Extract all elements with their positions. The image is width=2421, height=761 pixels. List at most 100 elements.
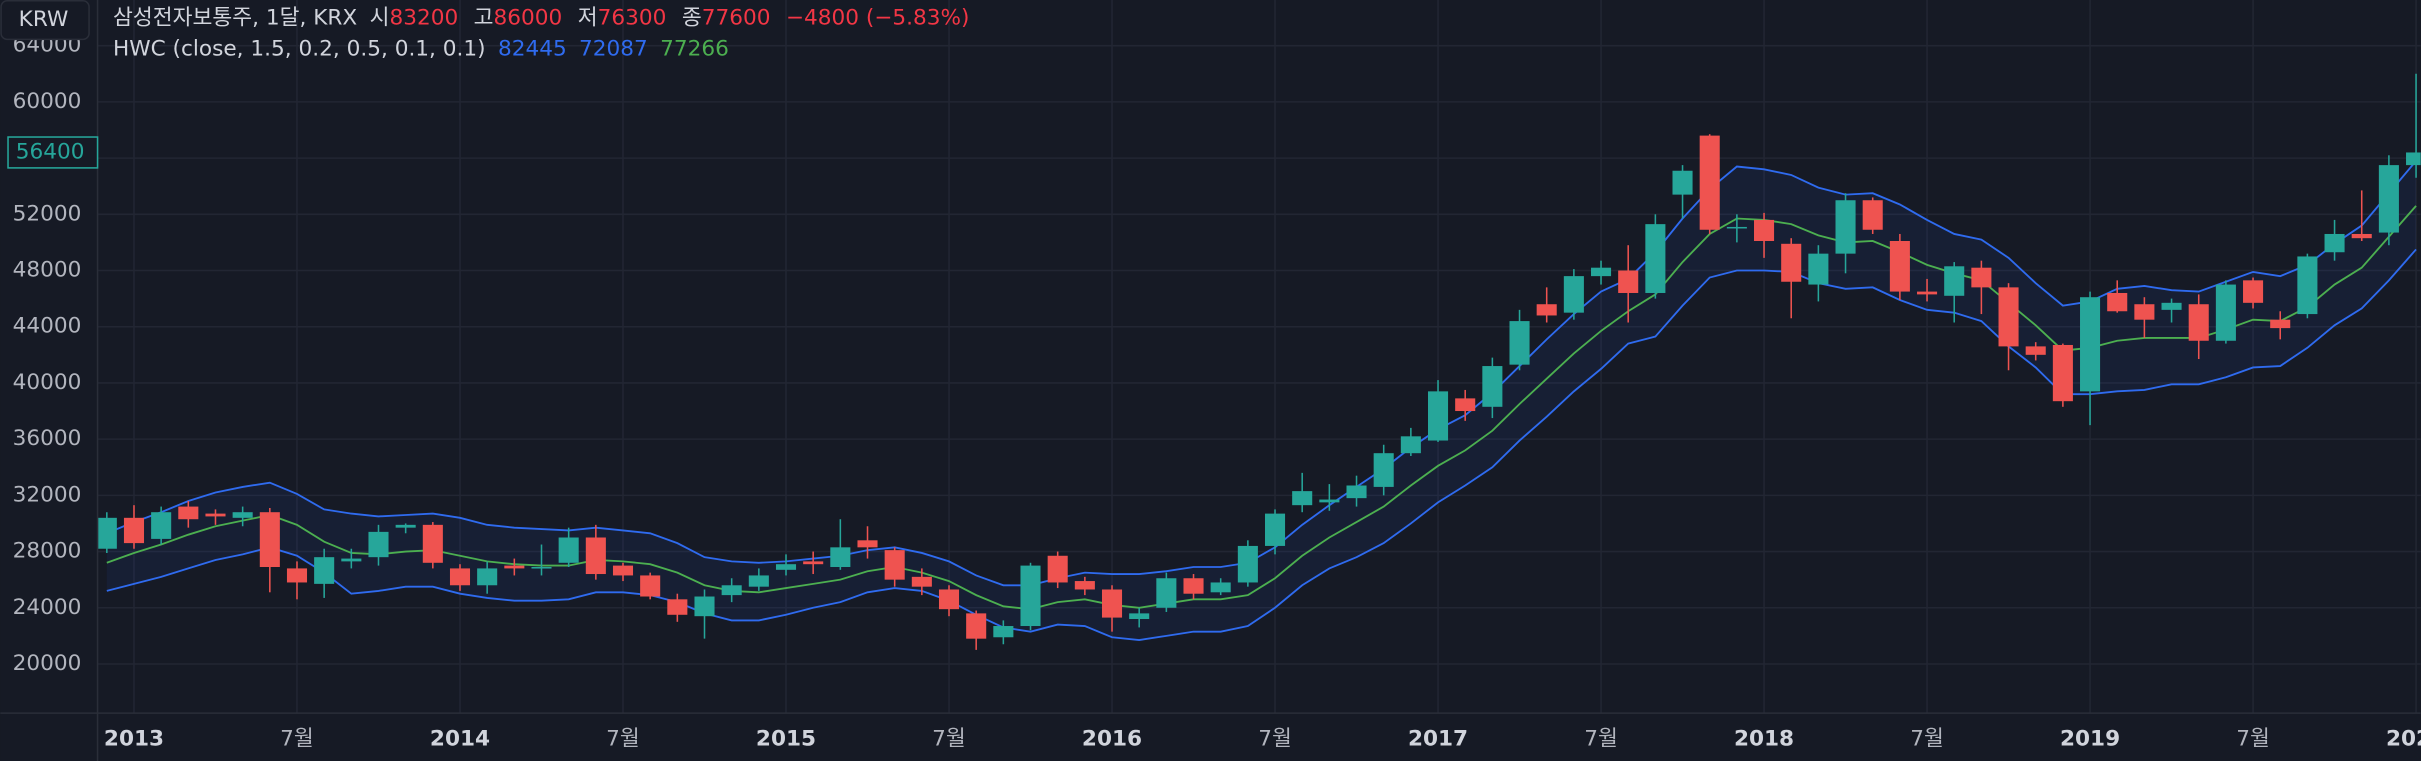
ohlc-label: 저 bbox=[578, 6, 598, 31]
candle-body bbox=[422, 524, 443, 563]
candle-body bbox=[531, 567, 552, 569]
x-tick-label: 7월 bbox=[1584, 726, 1618, 751]
candle-body bbox=[477, 568, 498, 586]
candle-body bbox=[1210, 582, 1231, 593]
candle-body bbox=[97, 517, 117, 549]
candle-body bbox=[1101, 589, 1123, 618]
candle-body bbox=[2243, 280, 2264, 303]
candle-body bbox=[640, 575, 661, 597]
candle-body bbox=[2052, 344, 2073, 402]
candle-body bbox=[1862, 200, 1883, 230]
candle-body bbox=[449, 568, 471, 586]
candle-body bbox=[123, 517, 145, 544]
candle-body bbox=[1591, 267, 1612, 277]
plot-area bbox=[97, 73, 2421, 650]
x-tick-label: 2016 bbox=[1082, 726, 1142, 751]
x-tick-label: 2014 bbox=[430, 726, 490, 751]
candle-body bbox=[1156, 578, 1177, 608]
candle-body bbox=[1835, 200, 1856, 254]
candle-body bbox=[368, 531, 389, 558]
candle-body bbox=[1129, 613, 1150, 619]
candle-body bbox=[178, 506, 199, 520]
candle-body bbox=[2351, 233, 2372, 239]
candle-body bbox=[857, 540, 878, 548]
last-price-label: 56400 bbox=[16, 139, 85, 164]
x-tick-label: 2019 bbox=[2060, 726, 2120, 751]
candle-body bbox=[1726, 226, 1747, 229]
candle-body bbox=[1618, 270, 1639, 293]
candle-body bbox=[1944, 266, 1965, 296]
candle-body bbox=[2270, 319, 2291, 329]
y-tick-label: 36000 bbox=[13, 426, 82, 451]
x-tick-label: 2013 bbox=[104, 726, 164, 751]
grid bbox=[97, 0, 2421, 714]
x-tick-label: 7월 bbox=[1258, 726, 1292, 751]
candle-body bbox=[803, 561, 824, 565]
candle-body bbox=[911, 576, 932, 587]
candle-body bbox=[775, 564, 797, 570]
x-tick-label: 7월 bbox=[1910, 726, 1944, 751]
candle-body bbox=[1319, 499, 1340, 503]
change: −4800 (−5.83%) bbox=[786, 6, 970, 31]
candle-body bbox=[1237, 545, 1258, 583]
candle-body bbox=[993, 626, 1014, 638]
indicator-value: 77266 bbox=[660, 36, 729, 61]
candle-body bbox=[667, 599, 688, 615]
y-tick-label: 28000 bbox=[13, 539, 82, 564]
candle-body bbox=[1427, 391, 1449, 441]
y-tick-label: 48000 bbox=[13, 258, 82, 283]
currency-box[interactable] bbox=[0, 0, 90, 41]
candle-body bbox=[2297, 256, 2318, 315]
candle-body bbox=[2406, 152, 2421, 166]
candle-body bbox=[1400, 436, 1421, 454]
candle-body bbox=[2161, 302, 2182, 310]
legend-header: KRW 삼성전자보통주, 1달, KRX 시83200 고86000 저76300 종7… bbox=[0, 0, 970, 61]
y-tick-label: 24000 bbox=[13, 595, 82, 620]
candle-body bbox=[2324, 233, 2345, 253]
candle-body bbox=[1754, 219, 1775, 241]
candle-body bbox=[341, 558, 362, 562]
candle-body bbox=[694, 596, 715, 617]
candle-body bbox=[1455, 398, 1476, 412]
candle-body bbox=[1292, 491, 1313, 506]
indicator-label: HWC (close, 1.5, 0.2, 0.5, 0.1, 0.1) bbox=[113, 36, 486, 61]
candle-body bbox=[205, 513, 226, 517]
x-tick-label: 2018 bbox=[1734, 726, 1794, 751]
candle-body bbox=[1509, 321, 1530, 365]
candle-body bbox=[1645, 224, 1666, 293]
candle-body bbox=[314, 557, 335, 584]
candle-body bbox=[2025, 346, 2046, 355]
ohlc-label: 종 bbox=[682, 6, 702, 31]
candle-body bbox=[395, 524, 416, 528]
y-tick-label: 20000 bbox=[13, 651, 82, 676]
candle-body bbox=[286, 568, 308, 583]
candle-body bbox=[259, 512, 280, 568]
y-tick-label: 44000 bbox=[13, 314, 82, 339]
candle-body bbox=[1808, 253, 1829, 285]
candle-body bbox=[151, 512, 172, 539]
candle-body bbox=[1998, 287, 2019, 347]
candle-body bbox=[1699, 135, 1720, 230]
candle-body bbox=[504, 565, 525, 569]
ohlc-value: 76300 bbox=[598, 6, 667, 31]
indicator-value: 72087 bbox=[579, 36, 648, 61]
candle-body bbox=[232, 512, 253, 518]
candle-body bbox=[1346, 485, 1367, 499]
candle-body bbox=[1264, 513, 1286, 546]
candle-body bbox=[884, 550, 905, 580]
band-fill bbox=[106, 160, 2417, 641]
indicator-line bbox=[106, 160, 2417, 587]
candle-body bbox=[585, 537, 606, 575]
candle-body bbox=[1536, 304, 1557, 316]
candle-body bbox=[558, 537, 579, 563]
currency[interactable]: KRW bbox=[19, 7, 69, 32]
candle-body bbox=[612, 565, 634, 576]
candle-body bbox=[1047, 555, 1068, 583]
candle-body bbox=[1482, 366, 1503, 407]
x-tick-label: 7월 bbox=[932, 726, 966, 751]
ohlc-label: 시 bbox=[370, 6, 390, 31]
